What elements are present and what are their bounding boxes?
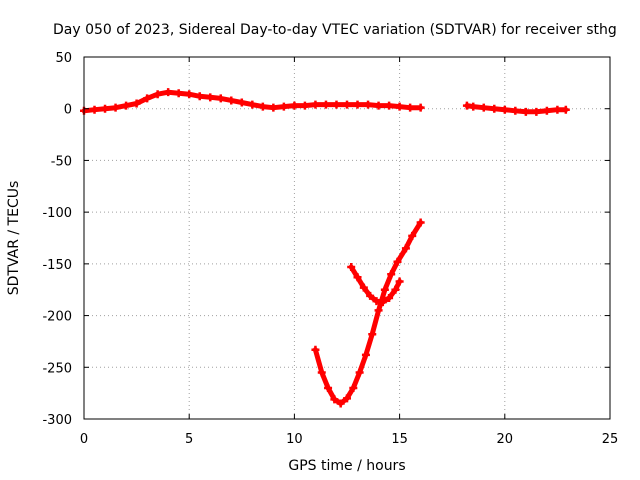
data-point [408, 231, 417, 240]
data-point [378, 298, 387, 307]
x-tick-label: 15 [391, 432, 408, 447]
series-main-track-late [462, 101, 570, 116]
data-point [416, 218, 425, 227]
data-point [279, 102, 288, 111]
data-point [391, 285, 400, 294]
data-point [359, 283, 368, 292]
y-tick-label: -300 [42, 413, 72, 428]
data-point [216, 94, 225, 103]
data-point [355, 368, 364, 377]
data-point [406, 103, 415, 112]
data-point [479, 103, 488, 112]
data-point [349, 383, 358, 392]
data-point [90, 105, 99, 114]
data-point [393, 257, 402, 266]
data-point [401, 244, 410, 253]
series-main-track-early [80, 88, 425, 115]
data-point [290, 101, 299, 110]
y-tick-label: 0 [64, 103, 72, 118]
data-point [490, 104, 499, 113]
grid [84, 57, 610, 419]
x-tick-label: 25 [602, 432, 619, 447]
data-point [248, 100, 257, 109]
data-point [374, 306, 383, 315]
data-point [153, 90, 162, 99]
data-point [385, 293, 394, 302]
data-point [374, 101, 383, 110]
data-point [500, 105, 509, 114]
data-point [343, 100, 351, 109]
data-point [511, 106, 520, 115]
data-point [101, 104, 110, 113]
data-point [330, 395, 339, 404]
data-point [143, 94, 152, 103]
data-point [542, 106, 551, 115]
data-point [111, 103, 120, 112]
data-point [185, 90, 194, 99]
data-point [532, 107, 541, 116]
data-point [385, 101, 394, 110]
data-point [395, 277, 404, 286]
data-point [521, 107, 530, 116]
data-point [353, 273, 362, 282]
data-point [364, 100, 373, 109]
x-tick-label: 10 [286, 432, 303, 447]
data-point [561, 105, 570, 114]
data-point [353, 100, 362, 109]
y-tick-label: -100 [42, 206, 72, 221]
data-point [324, 383, 333, 392]
data-point [258, 102, 267, 111]
y-tick-label: -200 [42, 310, 72, 325]
data-point [368, 330, 377, 339]
data-point [206, 93, 215, 102]
series-upper-arc [347, 262, 404, 307]
data-point [311, 345, 320, 354]
y-tick-label: -50 [51, 154, 72, 169]
data-point [195, 92, 204, 101]
plot-frame [83, 56, 611, 420]
data-point [387, 270, 396, 279]
x-tick-label: 5 [185, 432, 193, 447]
data-point [553, 105, 562, 114]
data-series [80, 88, 570, 408]
chart-title: Day 050 of 2023, Sidereal Day-to-day VTE… [53, 22, 617, 38]
data-point [174, 89, 183, 98]
y-tick-label: -150 [42, 258, 72, 273]
data-point [164, 88, 173, 97]
y-axis-ticks: -300 -250 -200 -150 -100 -50 0 50 [42, 51, 610, 428]
data-point [469, 102, 478, 111]
x-axis-ticks: 0 5 10 15 20 25 [80, 57, 618, 447]
data-point [332, 100, 341, 109]
series-descending-arc [311, 218, 425, 408]
data-point [395, 102, 404, 111]
data-point [227, 96, 236, 105]
data-point [361, 350, 370, 359]
data-point [416, 103, 425, 112]
y-tick-label: 50 [55, 51, 72, 66]
data-point [321, 100, 330, 109]
data-point [347, 262, 356, 271]
data-point [343, 394, 351, 403]
x-axis-label: GPS time / hours [288, 458, 405, 474]
data-point [336, 399, 345, 408]
y-tick-label: -250 [42, 361, 72, 376]
data-point [366, 291, 375, 300]
data-point [380, 285, 389, 294]
data-point [311, 100, 320, 109]
x-tick-label: 0 [80, 432, 88, 447]
data-point [269, 103, 278, 112]
data-point [317, 368, 326, 377]
data-point [300, 101, 309, 110]
y-axis-label: SDTVAR / TECUs [6, 181, 22, 296]
data-point [132, 99, 141, 108]
x-tick-label: 20 [497, 432, 514, 447]
data-point [122, 101, 131, 110]
data-point [237, 98, 246, 107]
